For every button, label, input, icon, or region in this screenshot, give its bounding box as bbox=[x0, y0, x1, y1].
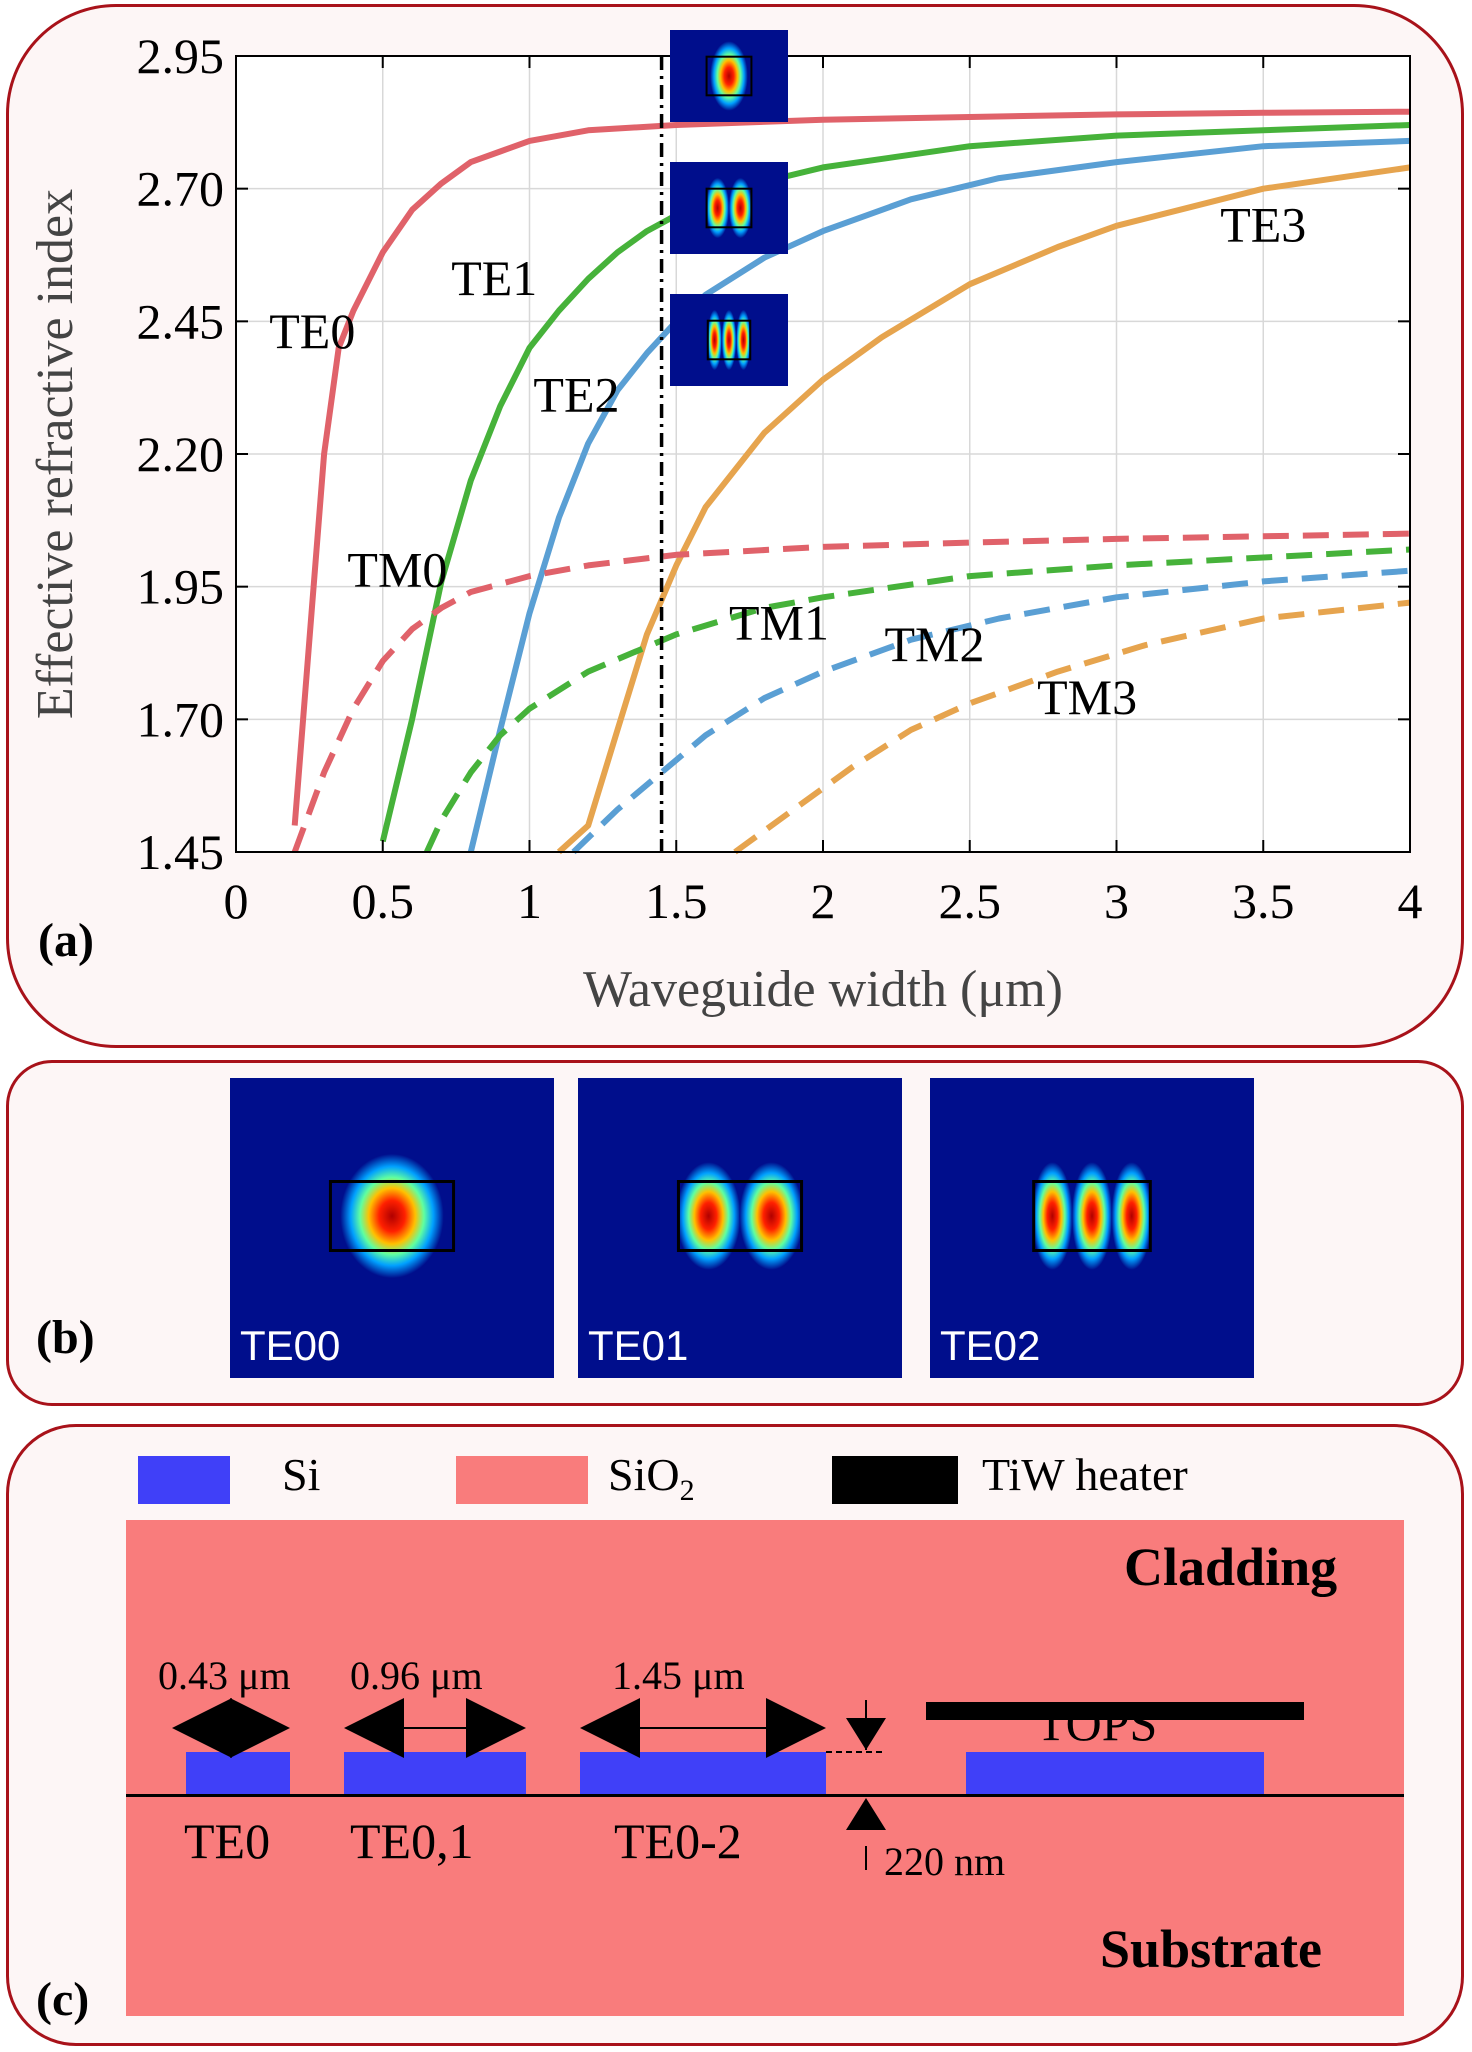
x-tick-label: 2 bbox=[811, 873, 836, 929]
width-label-te02: 1.45 μm bbox=[612, 1653, 745, 1698]
field-lobe bbox=[728, 177, 753, 239]
curve-label-te1: TE1 bbox=[451, 250, 537, 306]
x-tick-label: 3 bbox=[1104, 873, 1129, 929]
series-line-tm2 bbox=[571, 567, 1411, 855]
mode-profile-te01: TE01 bbox=[578, 1078, 902, 1378]
width-label-te01: 0.96 μm bbox=[350, 1653, 483, 1698]
curve-label-tm1: TM1 bbox=[729, 595, 829, 651]
x-tick-label: 0 bbox=[224, 873, 249, 929]
waveguide-label-te02: TE0-2 bbox=[614, 1813, 742, 1869]
field-lobe bbox=[340, 1153, 444, 1279]
y-tick-label: 2.45 bbox=[137, 293, 225, 349]
panel-c-label: (c) bbox=[36, 1973, 90, 2026]
waveguide-outline bbox=[705, 55, 753, 97]
width-label-te0: 0.43 μm bbox=[158, 1653, 291, 1698]
thickness-label: 220 nm bbox=[884, 1839, 1006, 1884]
curve-label-tm0: TM0 bbox=[347, 542, 447, 598]
field-lobe bbox=[721, 309, 737, 371]
legend-sio2-label: SiO2 bbox=[608, 1449, 695, 1508]
substrate-interface-line bbox=[126, 1794, 1404, 1797]
field-lobe bbox=[705, 177, 730, 239]
tops-label: TOPS bbox=[1036, 1695, 1158, 1751]
series-line-tm0 bbox=[291, 530, 1411, 854]
x-tick-label: 0.5 bbox=[352, 873, 415, 929]
waveguide-te0 bbox=[186, 1752, 290, 1794]
curve-label-tm2: TM2 bbox=[885, 616, 985, 672]
mode-profile-te00: TE00 bbox=[230, 1078, 554, 1378]
field-lobe bbox=[1032, 1162, 1073, 1270]
curve-label-tm3: TM3 bbox=[1037, 669, 1137, 725]
legend-heater-swatch bbox=[832, 1456, 958, 1504]
series-line-te0 bbox=[291, 108, 1411, 826]
waveguide-label-te01: TE0,1 bbox=[350, 1813, 474, 1869]
waveguide-label-te0: TE0 bbox=[184, 1813, 271, 1869]
y-tick-label: 2.20 bbox=[137, 426, 225, 482]
x-tick-label: 4 bbox=[1398, 873, 1423, 929]
field-lobe bbox=[710, 41, 748, 111]
series-line-te3 bbox=[556, 164, 1411, 855]
inset-mode-te2 bbox=[670, 294, 788, 386]
mode-label: TE00 bbox=[240, 1322, 341, 1369]
field-lobe bbox=[739, 1162, 804, 1270]
substrate-label: Substrate bbox=[1100, 1919, 1323, 1979]
waveguide-outline bbox=[705, 187, 753, 229]
panel-b-label: (b) bbox=[36, 1311, 95, 1364]
legend-sio2-swatch bbox=[456, 1456, 588, 1504]
series-line-tm1 bbox=[424, 546, 1411, 854]
effective-index-chart: 0 0.5 1 1.5 2 2.5 3 3.5 4 1.45 1.70 1.95 2.20 2.45 2.7… bbox=[27, 28, 1423, 1018]
x-tick-label: 2.5 bbox=[939, 873, 1002, 929]
inset-mode-te0 bbox=[670, 30, 788, 122]
y-tick-label: 1.95 bbox=[137, 559, 225, 615]
y-tick-label: 1.70 bbox=[137, 691, 225, 747]
mode-profile-te02: TE02 bbox=[930, 1078, 1254, 1378]
series-line-tm3 bbox=[733, 599, 1411, 855]
field-lobe bbox=[676, 1162, 741, 1270]
y-axis-label: Effective refractive index bbox=[27, 189, 84, 719]
inset-mode-te1 bbox=[670, 162, 788, 254]
series-line-te1 bbox=[379, 122, 1411, 843]
x-tick-label: 1.5 bbox=[645, 873, 708, 929]
x-tick-label: 3.5 bbox=[1232, 873, 1295, 929]
curve-label-te2: TE2 bbox=[533, 367, 619, 423]
x-tick-label: 1 bbox=[517, 873, 542, 929]
waveguide-outline bbox=[328, 1180, 456, 1252]
field-lobe bbox=[707, 309, 722, 371]
y-tick-label: 2.70 bbox=[137, 161, 225, 217]
waveguide-outline bbox=[706, 319, 752, 361]
waveguide-outline bbox=[676, 1180, 804, 1252]
mode-label: TE01 bbox=[588, 1322, 689, 1369]
legend-si-label: Si bbox=[282, 1449, 321, 1500]
mode-label: TE02 bbox=[940, 1322, 1041, 1369]
cladding-label: Cladding bbox=[1124, 1537, 1338, 1597]
waveguide-te01 bbox=[344, 1752, 526, 1794]
waveguide-outline bbox=[1032, 1180, 1152, 1252]
curve-label-te0: TE0 bbox=[269, 303, 355, 359]
x-axis-label: Waveguide width (μm) bbox=[583, 961, 1063, 1018]
legend-heater-label: TiW heater bbox=[982, 1449, 1188, 1500]
field-lobe bbox=[736, 309, 751, 371]
y-tick-label: 1.45 bbox=[137, 824, 225, 880]
tiw-heater bbox=[926, 1702, 1304, 1720]
field-lobe bbox=[1111, 1162, 1152, 1270]
panel-a-label: (a) bbox=[38, 914, 94, 967]
curve-label-te3: TE3 bbox=[1220, 197, 1306, 253]
y-tick-label: 2.95 bbox=[137, 28, 225, 84]
waveguide-tops bbox=[966, 1752, 1264, 1794]
legend-si-swatch bbox=[138, 1456, 230, 1504]
waveguide-te02 bbox=[580, 1752, 826, 1794]
field-lobe bbox=[1071, 1162, 1113, 1270]
